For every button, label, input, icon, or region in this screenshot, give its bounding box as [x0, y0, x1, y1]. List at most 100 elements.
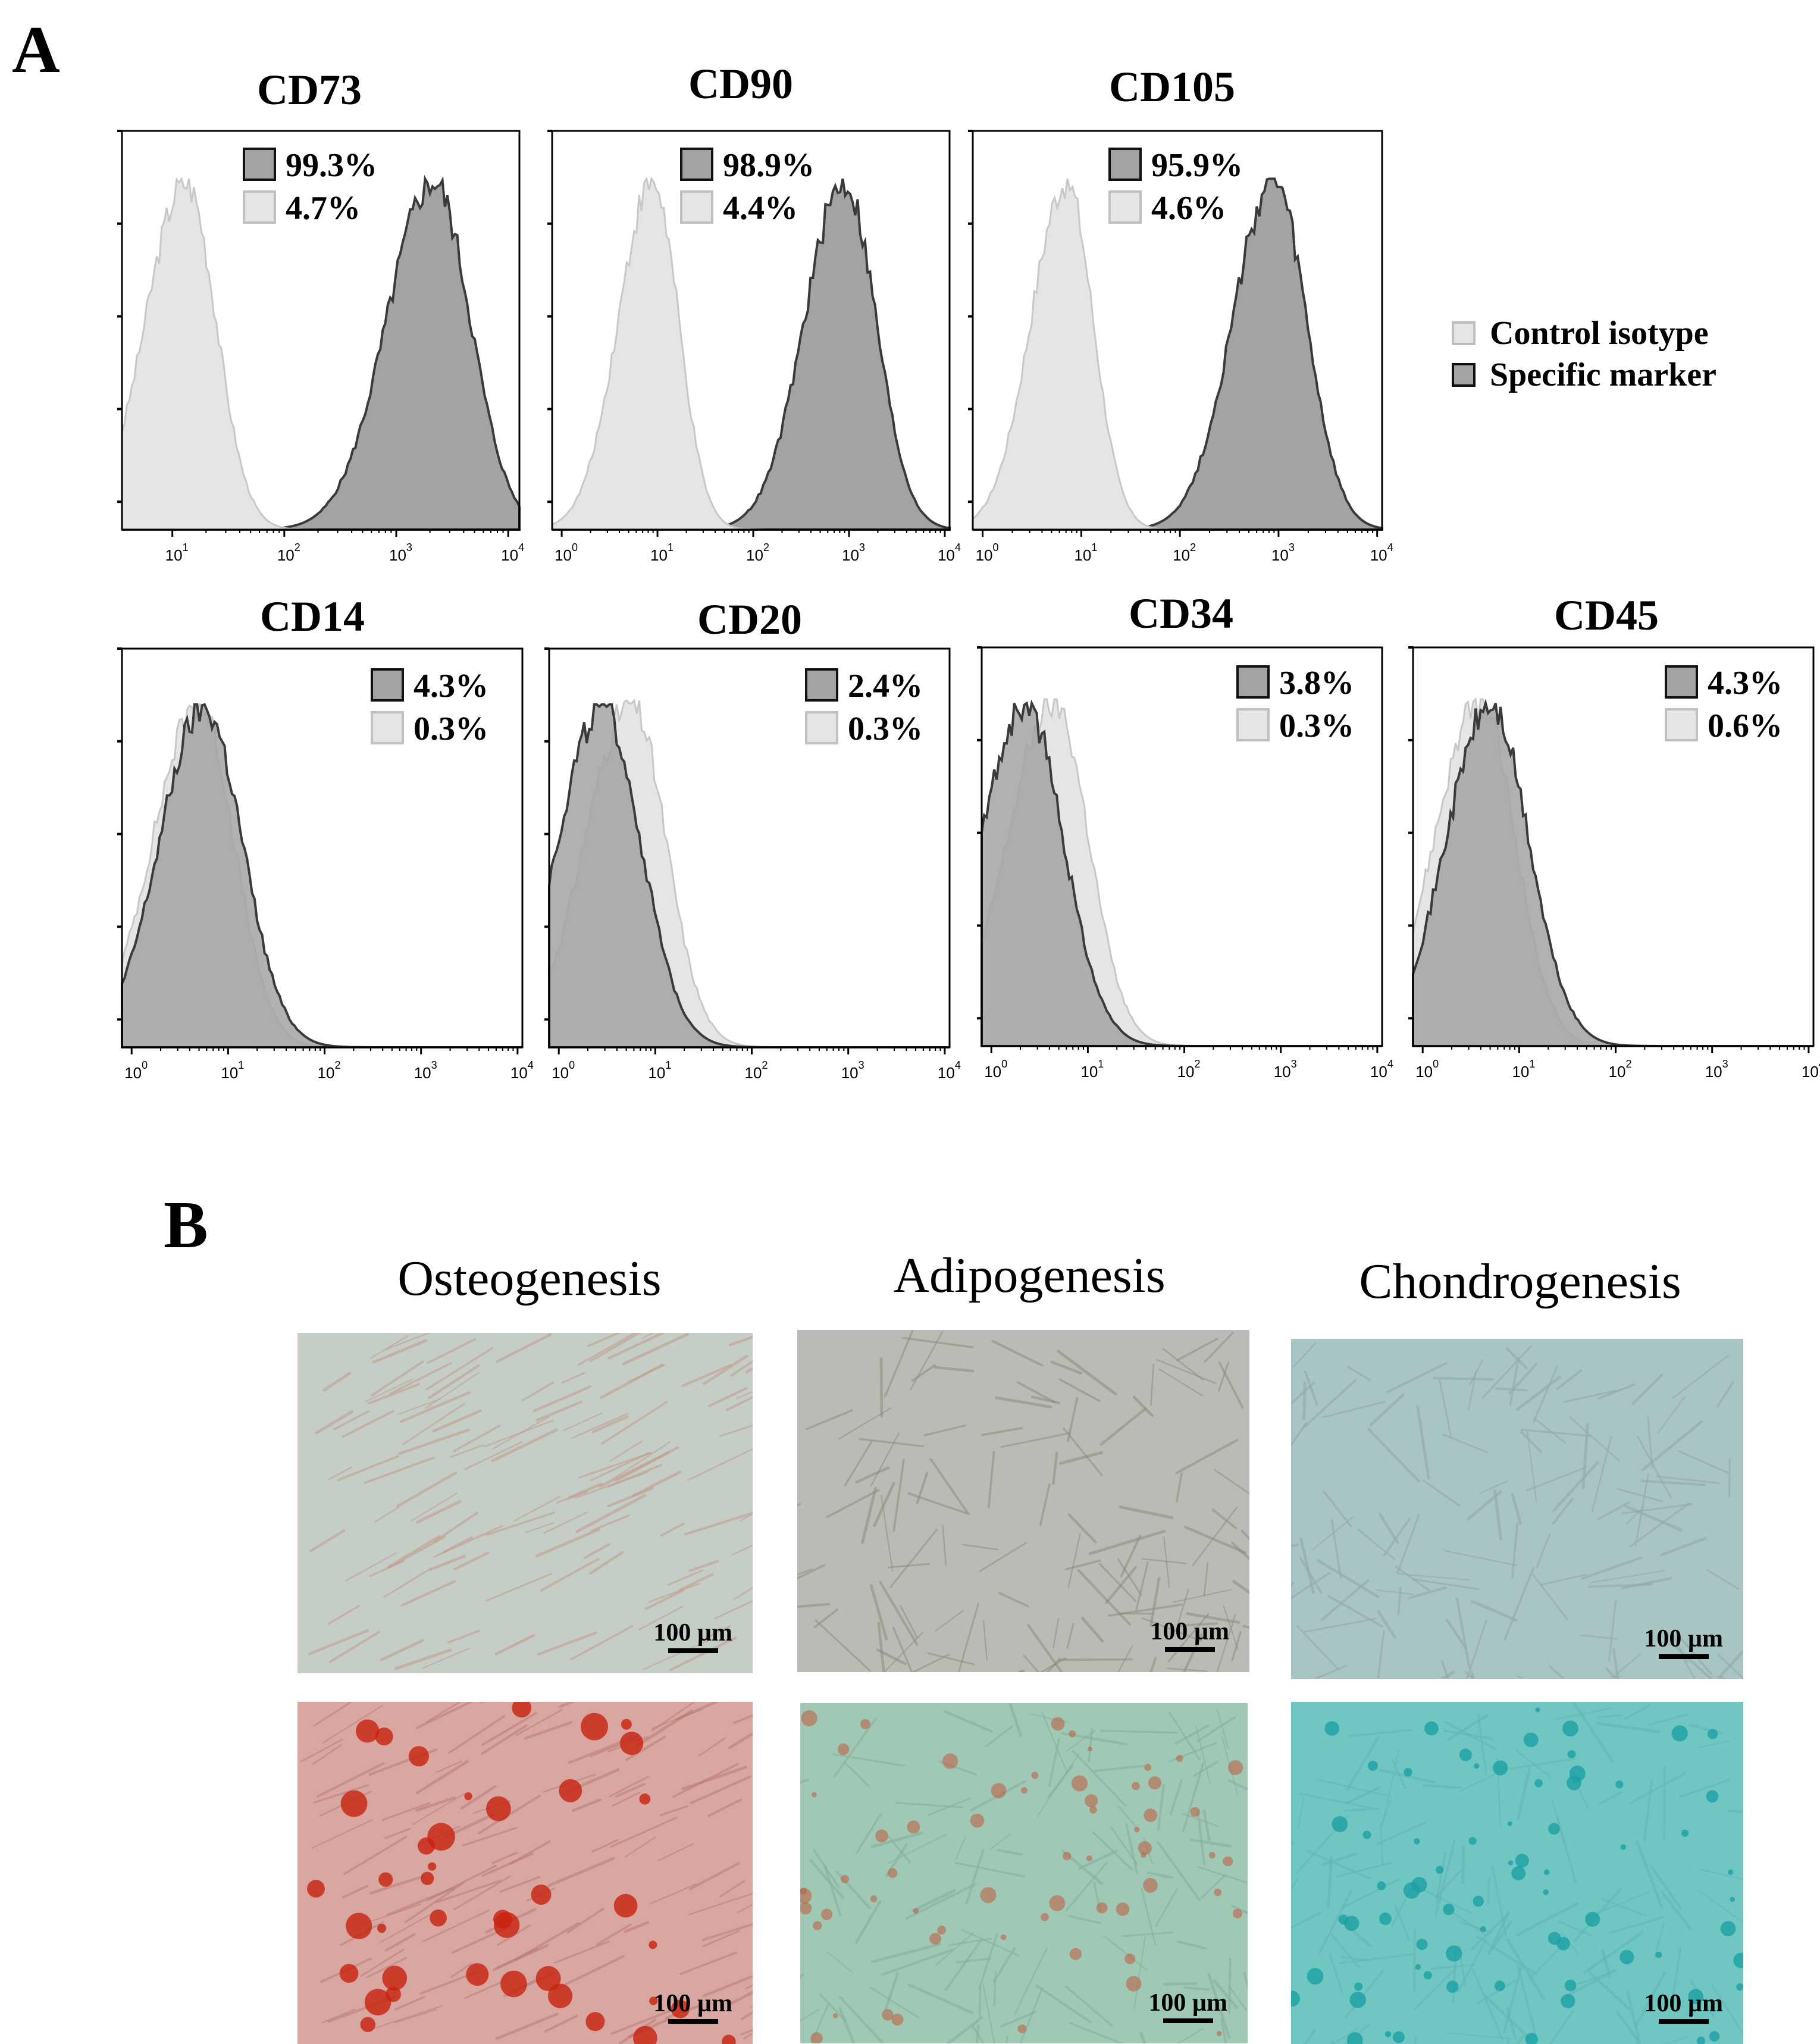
histogram-cd45: 100 101 102 103 104 4.3% 0.6% — [1408, 646, 1820, 1118]
histogram-title: CD90 — [688, 60, 793, 108]
scale-bar: 100 µm — [1644, 1624, 1723, 1659]
x-tick-label: 103 — [414, 1059, 437, 1082]
histogram-svg: 101 102 103 104 99.3% 4.7% — [117, 130, 524, 564]
histogram-title: CD20 — [697, 596, 802, 643]
scale-bar-label: 100 µm — [653, 1619, 732, 1647]
specific-marker-area — [121, 703, 522, 1048]
legend-specific-swatch — [1452, 363, 1476, 387]
x-tick-label: 103 — [1274, 1058, 1297, 1081]
inset-specific-value: 4.3% — [1708, 665, 1783, 702]
x-tick-label: 100 — [124, 1059, 148, 1082]
x-tick-label: 103 — [1271, 541, 1295, 564]
x-tick-label: 104 — [510, 1059, 534, 1082]
panel-label-b: B — [164, 1188, 208, 1262]
micrograph-adipogenesis-stained: 100 µm — [800, 1703, 1248, 2043]
scale-bar-label: 100 µm — [653, 1990, 732, 2017]
histogram-cd14: 100 101 102 103 104 4.3% 0.3% — [117, 647, 534, 1119]
histogram-svg: 100 101 102 103 104 2.4% 0.3% — [544, 647, 961, 1082]
inset-specific-value: 4.3% — [414, 668, 488, 705]
scale-bar-line — [668, 2019, 718, 2024]
histogram-svg: 100 101 102 103 104 4.3% 0.3% — [117, 647, 534, 1082]
scale-bar: 100 µm — [1148, 1989, 1227, 2023]
x-tick-label: 104 — [1370, 1058, 1393, 1081]
x-tick-label: 104 — [1370, 541, 1393, 564]
x-tick-label: 104 — [938, 541, 961, 564]
histogram-svg: 100 101 102 103 104 3.8% 0.3% — [977, 646, 1393, 1081]
x-tick-label: 101 — [165, 541, 189, 564]
x-tick-label: 102 — [1609, 1058, 1632, 1081]
scale-bar-line — [1658, 1654, 1709, 1659]
plot-frame — [981, 646, 1383, 1047]
inset-control-swatch — [371, 711, 404, 744]
histogram-title: CD45 — [1554, 591, 1659, 639]
x-tick-label: 100 — [555, 541, 578, 564]
inset-control-swatch — [1236, 708, 1270, 741]
inset-specific-value: 2.4% — [848, 668, 923, 705]
histogram-cd90: 100 101 102 103 104 98.9% 4.4% — [547, 130, 961, 601]
x-tick-label: 103 — [841, 1059, 864, 1082]
inset-specific-swatch — [371, 668, 404, 702]
inset-specific-swatch — [805, 668, 838, 702]
x-tick-label: 102 — [745, 1059, 768, 1082]
histogram-title: CD14 — [260, 593, 365, 640]
plot-frame — [121, 130, 521, 531]
scale-bar: 100 µm — [1150, 1617, 1229, 1652]
inset-control-swatch — [805, 711, 838, 744]
inset-control-value: 4.7% — [286, 190, 361, 227]
micrograph-osteogenesis-stained: 100 µm — [297, 1702, 753, 2044]
inset-specific-value: 98.9% — [723, 147, 815, 184]
title-adipogenesis: Adipogenesis — [893, 1248, 1166, 1303]
x-tick-label: 100 — [984, 1058, 1007, 1081]
inset-specific-swatch — [1108, 148, 1142, 181]
inset-specific-swatch — [1236, 665, 1270, 699]
scale-bar-label: 100 µm — [1148, 1989, 1227, 2017]
micrograph-osteogenesis-control: 100 µm — [297, 1333, 753, 1673]
inset-control-value: 0.3% — [414, 710, 488, 747]
histogram-cd105: 100 101 102 103 104 95.9% 4.6% — [968, 130, 1393, 601]
x-tick-label: 102 — [1173, 541, 1196, 564]
x-tick-label: 100 — [976, 541, 999, 564]
inset-control-value: 4.6% — [1151, 190, 1226, 227]
main-legend: Control isotype Specific marker — [1452, 312, 1716, 396]
x-tick-label: 101 — [648, 1059, 671, 1082]
legend-control-swatch — [1452, 321, 1476, 345]
micrograph-adipogenesis-control: 100 µm — [797, 1330, 1249, 1672]
scale-bar-line — [1658, 2019, 1709, 2024]
x-tick-label: 104 — [938, 1059, 961, 1082]
plot-frame — [551, 130, 951, 531]
x-tick-label: 103 — [389, 541, 412, 564]
scale-bar: 100 µm — [653, 1619, 732, 1653]
scale-bar-line — [1163, 2018, 1213, 2023]
scale-bar: 100 µm — [1644, 1989, 1723, 2024]
inset-specific-swatch — [680, 148, 713, 181]
x-tick-label: 102 — [1177, 1058, 1201, 1081]
histogram-svg: 100 101 102 103 104 95.9% 4.6% — [968, 130, 1393, 564]
histogram-cd73: 101 102 103 104 99.3% 4.7% — [117, 130, 524, 601]
legend-control-label: Control isotype — [1490, 315, 1709, 352]
x-tick-label: 104 — [1802, 1058, 1820, 1081]
x-tick-label: 101 — [221, 1059, 244, 1082]
scale-bar-label: 100 µm — [1644, 1625, 1723, 1652]
x-tick-label: 101 — [1074, 541, 1097, 564]
x-tick-label: 102 — [318, 1059, 341, 1082]
inset-specific-value: 95.9% — [1151, 147, 1243, 184]
histogram-cd20: 100 101 102 103 104 2.4% 0.3% — [544, 647, 961, 1119]
plot-frame — [1412, 646, 1815, 1047]
inset-specific-value: 99.3% — [286, 147, 377, 184]
inset-control-value: 4.4% — [723, 190, 798, 227]
histogram-svg: 100 101 102 103 104 98.9% 4.4% — [547, 130, 961, 564]
x-tick-label: 100 — [552, 1059, 575, 1082]
x-tick-label: 100 — [1415, 1058, 1439, 1081]
inset-control-swatch — [243, 190, 276, 224]
x-tick-label: 104 — [501, 541, 524, 564]
scale-bar-label: 100 µm — [1644, 1990, 1723, 2017]
scale-bar: 100 µm — [653, 1989, 732, 2024]
inset-control-swatch — [1665, 708, 1698, 741]
scale-bar-line — [1164, 1647, 1215, 1652]
specific-marker-area — [548, 703, 950, 1048]
x-tick-label: 103 — [1705, 1058, 1728, 1081]
inset-control-value: 0.3% — [848, 710, 923, 747]
scale-bar-label: 100 µm — [1150, 1618, 1229, 1645]
inset-control-swatch — [680, 190, 713, 224]
legend-specific-label: Specific marker — [1490, 356, 1716, 393]
